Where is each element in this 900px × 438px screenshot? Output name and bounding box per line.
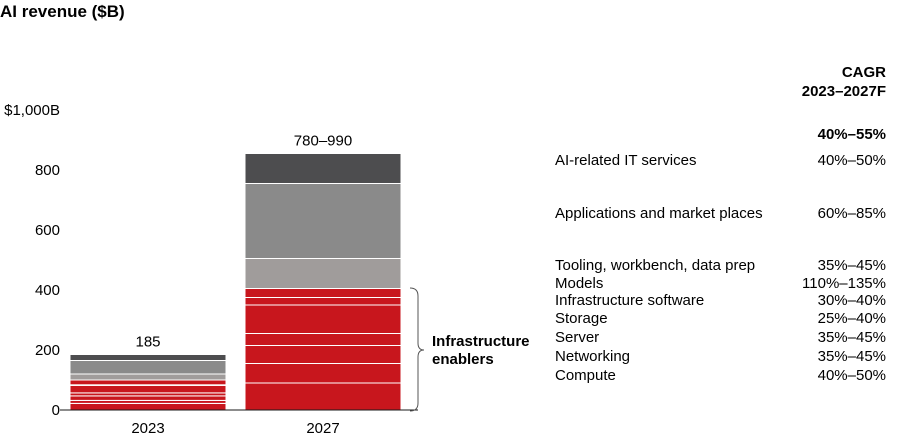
- x-tick-label-2023: 2023: [131, 420, 164, 437]
- cagr-header-line1: CAGR: [842, 64, 886, 81]
- bar-2027-seg-9: [244, 153, 402, 184]
- bar-2023-seg-9: [69, 354, 227, 361]
- bar-2027-seg-0: [244, 382, 402, 411]
- cagr-row-value-2: 35%–45%: [818, 257, 886, 274]
- cagr-row-label-4: Infrastructure software: [555, 292, 704, 309]
- cagr-row-label-6: Server: [555, 329, 599, 346]
- cagr-row-value-7: 35%–45%: [818, 348, 886, 365]
- bar-2027-seg-5: [244, 297, 402, 306]
- total-label-2027: 780–990: [294, 133, 352, 150]
- y-tick-label-2: 400: [35, 282, 60, 299]
- cagr-row-value-4: 30%–40%: [818, 292, 886, 309]
- bracket-label-line2: enablers: [432, 351, 494, 368]
- cagr-total-value: 40%–55%: [818, 126, 886, 143]
- cagr-row-value-3: 110%–135%: [802, 275, 886, 292]
- y-tick-label-0: 0: [52, 402, 60, 419]
- cagr-row-value-8: 40%–50%: [818, 367, 886, 384]
- cagr-row-value-6: 35%–45%: [818, 329, 886, 346]
- bar-2023-seg-7: [69, 373, 227, 381]
- cagr-row-label-0: AI-related IT services: [555, 152, 696, 169]
- bar-2023-seg-8: [69, 360, 227, 375]
- bracket-label-line1: Infrastructure: [432, 333, 530, 350]
- cagr-row-value-0: 40%–50%: [818, 152, 886, 169]
- cagr-table: CAGR 2023–2027F 40%–55% AI-related IT se…: [555, 64, 886, 384]
- x-tick-label-2027: 2027: [306, 420, 339, 437]
- bar-2023-seg-6: [69, 379, 227, 386]
- bar-2027-seg-1: [244, 363, 402, 384]
- bar-total-labels: 185 780–990: [135, 133, 352, 351]
- bar-2027-seg-8: [244, 183, 402, 259]
- y-tick-label-4: 800: [35, 162, 60, 179]
- cagr-row-value-5: 25%–40%: [818, 310, 886, 327]
- bar-2027-seg-7: [244, 258, 402, 289]
- bar-2027-seg-3: [244, 333, 402, 346]
- bar-2023-seg-2: [69, 395, 227, 401]
- stacked-bars: [69, 153, 402, 411]
- bar-2023-seg-4: [69, 384, 227, 394]
- cagr-row-label-7: Networking: [555, 348, 630, 365]
- bracket-line: [409, 287, 425, 412]
- x-axis-labels: 2023 2027: [131, 420, 339, 437]
- cagr-row-label-8: Compute: [555, 367, 616, 384]
- cagr-row-label-5: Storage: [555, 310, 608, 327]
- y-tick-label-5: $1,000B: [4, 102, 60, 119]
- cagr-row-label-3: Models: [555, 275, 603, 292]
- cagr-row-value-1: 60%–85%: [818, 205, 886, 222]
- total-label-2023: 185: [135, 334, 160, 351]
- cagr-header-line2: 2023–2027F: [802, 83, 886, 100]
- infrastructure-bracket: Infrastructure enablers: [409, 287, 530, 412]
- bar-2027-seg-6: [244, 288, 402, 298]
- y-axis-ticks: 0 200 400 600 800 $1,000B: [4, 102, 60, 419]
- y-tick-label-1: 200: [35, 342, 60, 359]
- chart-title: AI revenue ($B): [0, 2, 125, 21]
- y-tick-label-3: 600: [35, 222, 60, 239]
- bar-2023-seg-0: [69, 402, 227, 411]
- cagr-row-label-2: Tooling, workbench, data prep: [555, 257, 755, 274]
- cagr-row-label-1: Applications and market places: [555, 205, 763, 222]
- bar-2027-seg-2: [244, 345, 402, 364]
- cagr-rows: AI-related IT services 40%–50% Application…: [555, 152, 886, 384]
- bar-2027-seg-4: [244, 304, 402, 334]
